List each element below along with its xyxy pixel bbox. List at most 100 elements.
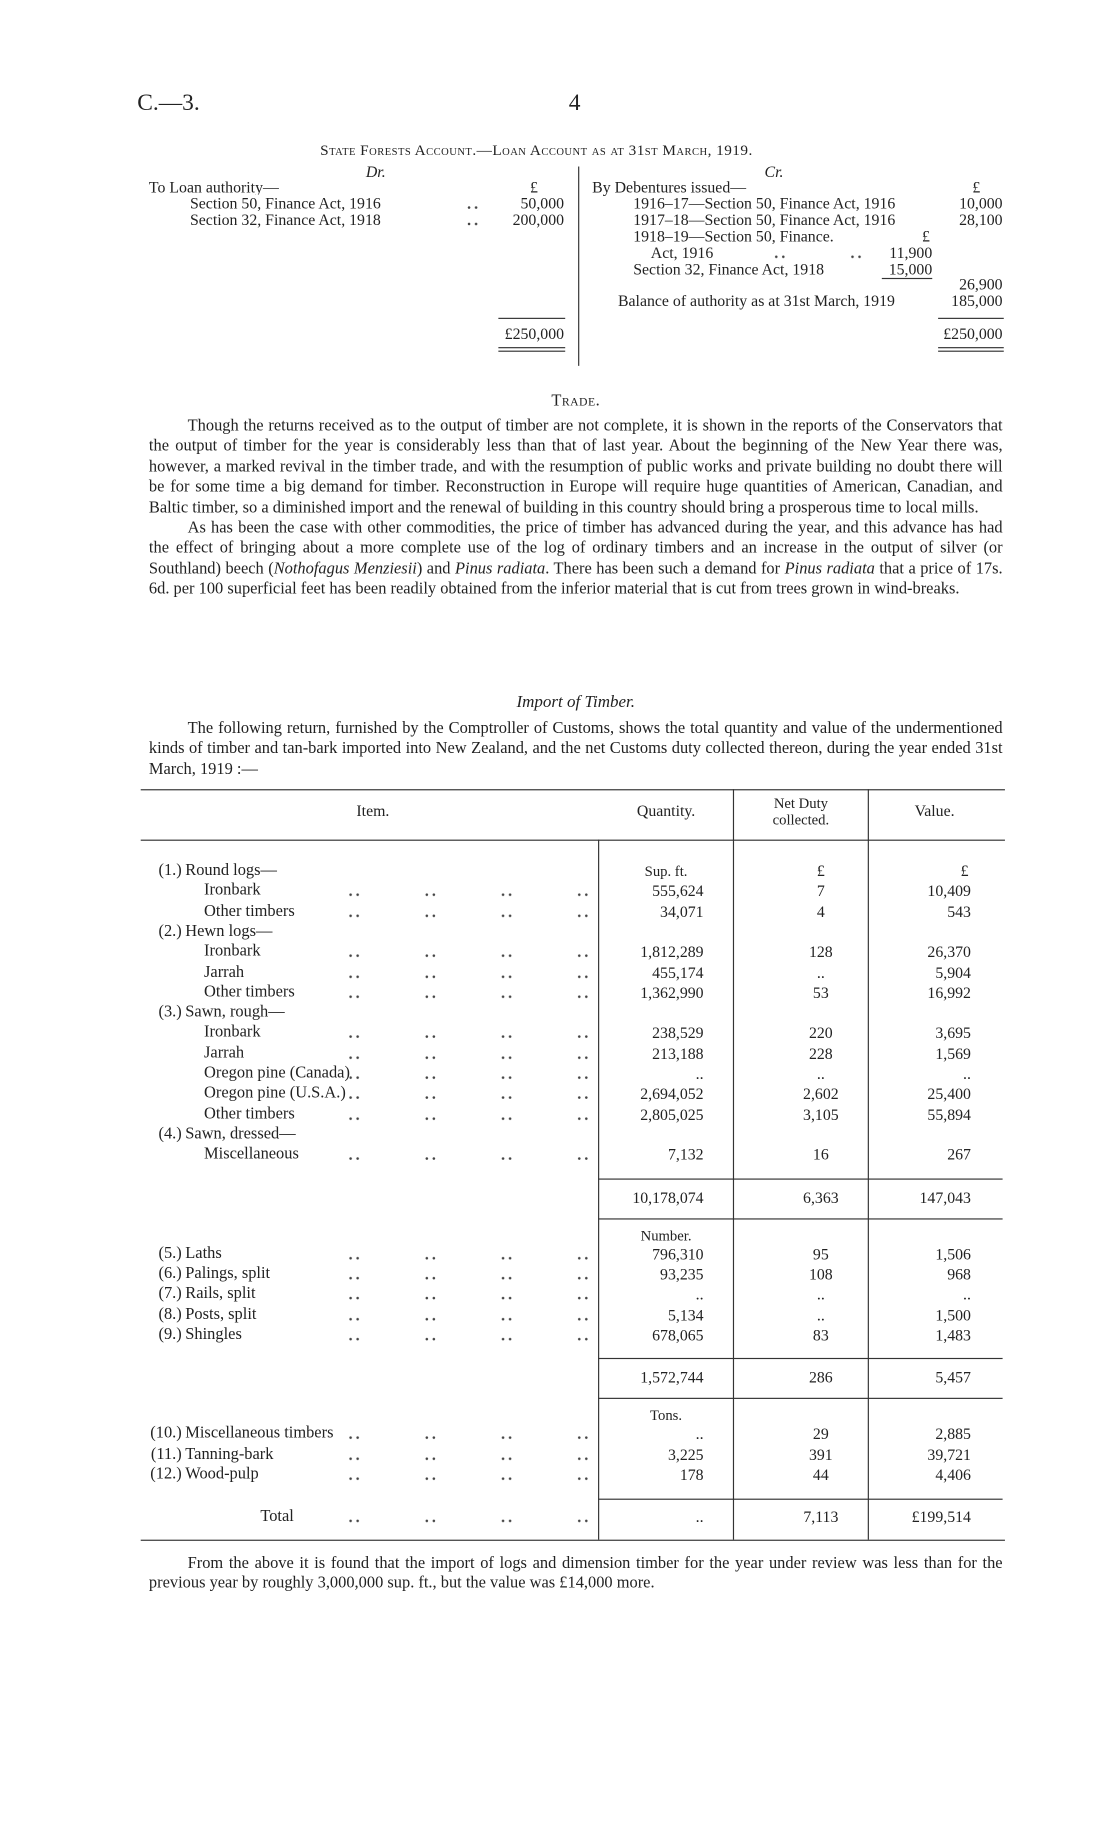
leader: [348, 1044, 589, 1064]
italic-text: Pinus radiata: [784, 560, 875, 578]
item-label: Other timbers: [204, 983, 295, 1003]
item-number: (10.): [150, 1425, 182, 1444]
rule: [938, 317, 1004, 319]
currency: £: [530, 178, 538, 198]
quantity: 1,572,744: [640, 1368, 704, 1388]
quantity: 178: [679, 1465, 704, 1485]
item-label: Jarrah: [204, 1044, 245, 1064]
duty: 220: [750, 1024, 892, 1043]
value: 543: [947, 902, 971, 922]
value: 267: [947, 1145, 971, 1165]
quantity: 93,235: [660, 1265, 704, 1285]
leader: [348, 983, 589, 1003]
item-number: (8.): [158, 1305, 182, 1325]
item-label: Oregon pine (U.S.A.): [204, 1085, 346, 1104]
quantity: ..: [695, 1425, 704, 1444]
item-label: Ironbark: [204, 943, 261, 962]
quantity: 213,188: [652, 1044, 704, 1064]
cr-sub-total: 26,900: [959, 275, 1003, 295]
text: . There has been such a demand for: [545, 560, 785, 578]
item-number: (2.): [158, 922, 182, 942]
value: 16,992: [927, 983, 971, 1003]
leader: [348, 1305, 589, 1325]
value: 5,904: [935, 963, 971, 983]
quantity: 796,310: [652, 1244, 704, 1264]
rule: [498, 350, 566, 352]
leader: [348, 963, 589, 983]
trade-text: Though the returns received as to the ou…: [149, 416, 1003, 600]
duty: 83: [750, 1326, 892, 1345]
leader: [348, 1145, 589, 1165]
item-label: Miscellaneous timbers: [185, 1425, 334, 1444]
rule: [598, 1217, 1003, 1220]
leader: [348, 943, 589, 962]
currency: £: [972, 178, 981, 198]
quantity: 5,134: [667, 1305, 704, 1325]
trade-heading: Trade.: [148, 392, 1003, 412]
column-rule: [732, 789, 735, 1540]
unit: £: [960, 861, 969, 881]
quantity: 3,225: [667, 1445, 704, 1465]
rule: [140, 839, 1005, 841]
value: 1,483: [935, 1326, 971, 1345]
unit: Tons.: [595, 1406, 737, 1426]
group-label: Hewn logs—: [185, 922, 273, 942]
duty: 7,113: [750, 1507, 892, 1527]
dr-intro: To Loan authority—: [148, 178, 279, 198]
quantity: 2,694,052: [640, 1085, 704, 1104]
currency: £: [921, 227, 930, 247]
duty: 29: [750, 1425, 892, 1444]
column-header: Value.: [864, 802, 1005, 821]
quantity: ..: [695, 1285, 704, 1305]
item-label: Miscellaneous: [204, 1145, 299, 1165]
account-title: State Forests Account.—Loan Account as a…: [320, 140, 753, 160]
dr-amount: 50,000: [520, 194, 565, 214]
rule: [598, 1358, 1003, 1360]
item-number: (5.): [158, 1244, 182, 1264]
item-label: Ironbark: [204, 1024, 261, 1043]
leader: [348, 1285, 589, 1305]
import-intro: The following return, furnished by the C…: [149, 719, 1003, 780]
column-header: Item.: [302, 802, 444, 821]
leader: [348, 1085, 589, 1104]
dr-label: Section 32, Finance Act, 1918: [189, 211, 381, 230]
item-label: Palings, split: [185, 1265, 271, 1285]
leader: [348, 1465, 589, 1485]
closing: From the above it is found that the impo…: [149, 1554, 1003, 1595]
paragraph: The following return, furnished by the C…: [148, 719, 1003, 779]
column-rule: [867, 789, 869, 1540]
dr-amount: 200,000: [512, 211, 565, 230]
duty: 95: [750, 1244, 892, 1264]
quantity: 10,178,074: [632, 1188, 704, 1208]
rule: [938, 350, 1004, 352]
value: 26,370: [927, 943, 971, 962]
doc-code: C.—3.: [137, 90, 200, 117]
item-label: Other timbers: [204, 902, 295, 922]
value: 2,885: [935, 1425, 971, 1444]
duty: 108: [750, 1265, 892, 1285]
import-heading: Import of Timber.: [148, 693, 1003, 712]
leader: [348, 1064, 589, 1084]
cr-total: £250,000: [943, 324, 1003, 344]
dr-total: £250,000: [504, 324, 565, 344]
quantity: 238,529: [652, 1024, 704, 1043]
cr-label: 1916–17—Section 50, Finance Act, 1916: [633, 194, 896, 214]
dr-label: Section 50, Finance Act, 1916: [189, 194, 381, 214]
value: 39,721: [927, 1445, 971, 1465]
cr-amount: 10,000: [959, 194, 1003, 214]
item-number: (9.): [158, 1326, 182, 1345]
dr-heading: Dr.: [365, 162, 386, 182]
value: 1,506: [935, 1244, 971, 1264]
cr-sub-label: 1918–19—Section 50, Finance.: [633, 227, 834, 247]
duty: ..: [750, 1064, 892, 1084]
duty: 44: [750, 1465, 892, 1485]
total-label: Total: [260, 1507, 294, 1527]
cr-balance-amount: 185,000: [951, 291, 1003, 311]
item-label: Oregon pine (Canada): [204, 1064, 350, 1084]
quantity: ..: [695, 1507, 704, 1527]
item-label: Rails, split: [185, 1285, 256, 1305]
cr-intro: By Debentures issued—: [592, 178, 747, 198]
value: 4,406: [935, 1465, 971, 1485]
leader: [466, 211, 497, 230]
